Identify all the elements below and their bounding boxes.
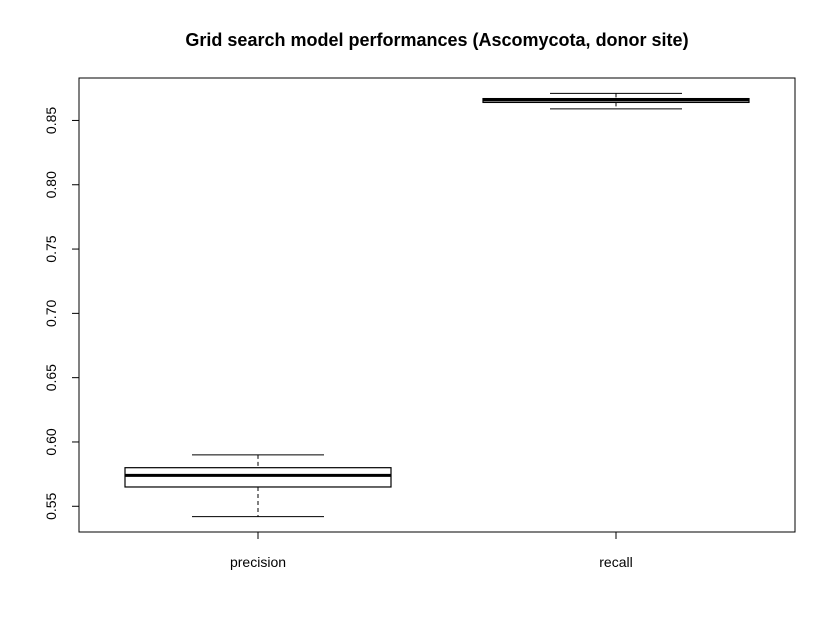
x-axis: precision recall <box>230 532 633 570</box>
box-recall <box>482 92 750 110</box>
box-group <box>124 92 750 518</box>
y-tick-label: 0.65 <box>43 364 59 391</box>
y-tick-label: 0.55 <box>43 492 59 519</box>
box-precision <box>124 454 392 518</box>
iqr-box <box>124 467 392 488</box>
chart-title: Grid search model performances (Ascomyco… <box>185 30 688 50</box>
x-tick-label: recall <box>599 554 632 570</box>
y-axis: 0.55 0.60 0.65 0.70 0.75 0.80 0.85 <box>43 107 80 520</box>
x-tick-label: precision <box>230 554 286 570</box>
plot-frame <box>78 77 796 533</box>
y-tick-label: 0.60 <box>43 428 59 455</box>
y-tick-label: 0.75 <box>43 235 59 262</box>
y-tick-label: 0.85 <box>43 107 59 134</box>
y-tick-label: 0.80 <box>43 171 59 198</box>
y-tick-label: 0.70 <box>43 300 59 327</box>
